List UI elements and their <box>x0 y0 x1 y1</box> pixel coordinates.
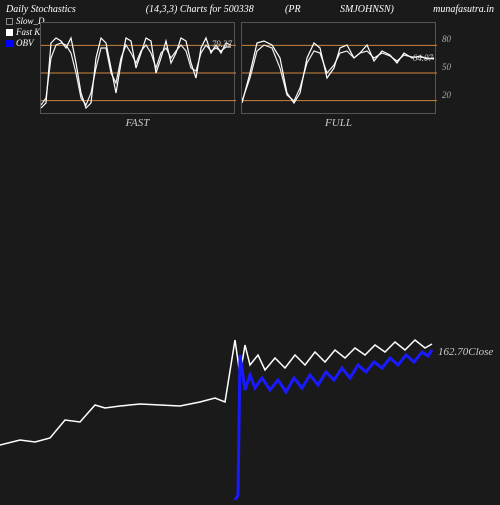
legend-box-empty <box>6 18 13 25</box>
ticker-prefix: (PR <box>285 4 301 15</box>
chart-header: Daily Stochastics (14,3,3) Charts for 50… <box>0 4 500 15</box>
stoch-value-label: 79.37 <box>212 39 232 49</box>
title-left: Daily Stochastics <box>6 4 76 15</box>
legend: Slow_D Fast K OBV <box>6 16 45 49</box>
symbol: SMJOHNSN) <box>340 4 394 15</box>
site-name: munafasutra.in <box>433 4 494 15</box>
stoch-full-panel: 64.07805020 <box>241 22 436 114</box>
stoch-value-label: 64.07 <box>413 53 433 63</box>
axis-tick: 50 <box>442 62 451 72</box>
legend-fast-k: Fast K <box>6 27 45 38</box>
legend-obv: OBV <box>6 38 45 49</box>
legend-label: Fast K <box>16 27 40 38</box>
main-price-chart: 162.70Close <box>0 140 500 500</box>
stoch-fast-label: FAST <box>40 117 235 129</box>
stoch-full-wrapper: 64.07805020 FULL <box>241 22 436 129</box>
stoch-fast-wrapper: 79.37805020 FAST <box>40 22 235 129</box>
legend-box-blue <box>6 40 13 47</box>
close-price-label: 162.70Close <box>438 346 493 358</box>
stoch-full-label: FULL <box>241 117 436 129</box>
stochastics-row: 79.37805020 FAST 64.07805020 FULL <box>40 22 436 129</box>
axis-tick: 80 <box>442 34 451 44</box>
legend-box-white <box>6 29 13 36</box>
legend-label: OBV <box>16 38 34 49</box>
legend-slow-d: Slow_D <box>6 16 45 27</box>
stoch-fast-panel: 79.37805020 <box>40 22 235 114</box>
axis-tick: 20 <box>442 90 451 100</box>
